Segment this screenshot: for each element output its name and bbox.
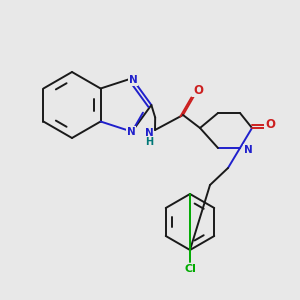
- Text: N: N: [145, 128, 153, 138]
- Text: N: N: [127, 127, 135, 137]
- Text: H: H: [145, 137, 153, 147]
- Text: O: O: [265, 118, 275, 130]
- Text: N: N: [244, 145, 252, 155]
- Text: O: O: [193, 83, 203, 97]
- Text: N: N: [129, 75, 137, 85]
- Text: Cl: Cl: [184, 264, 196, 274]
